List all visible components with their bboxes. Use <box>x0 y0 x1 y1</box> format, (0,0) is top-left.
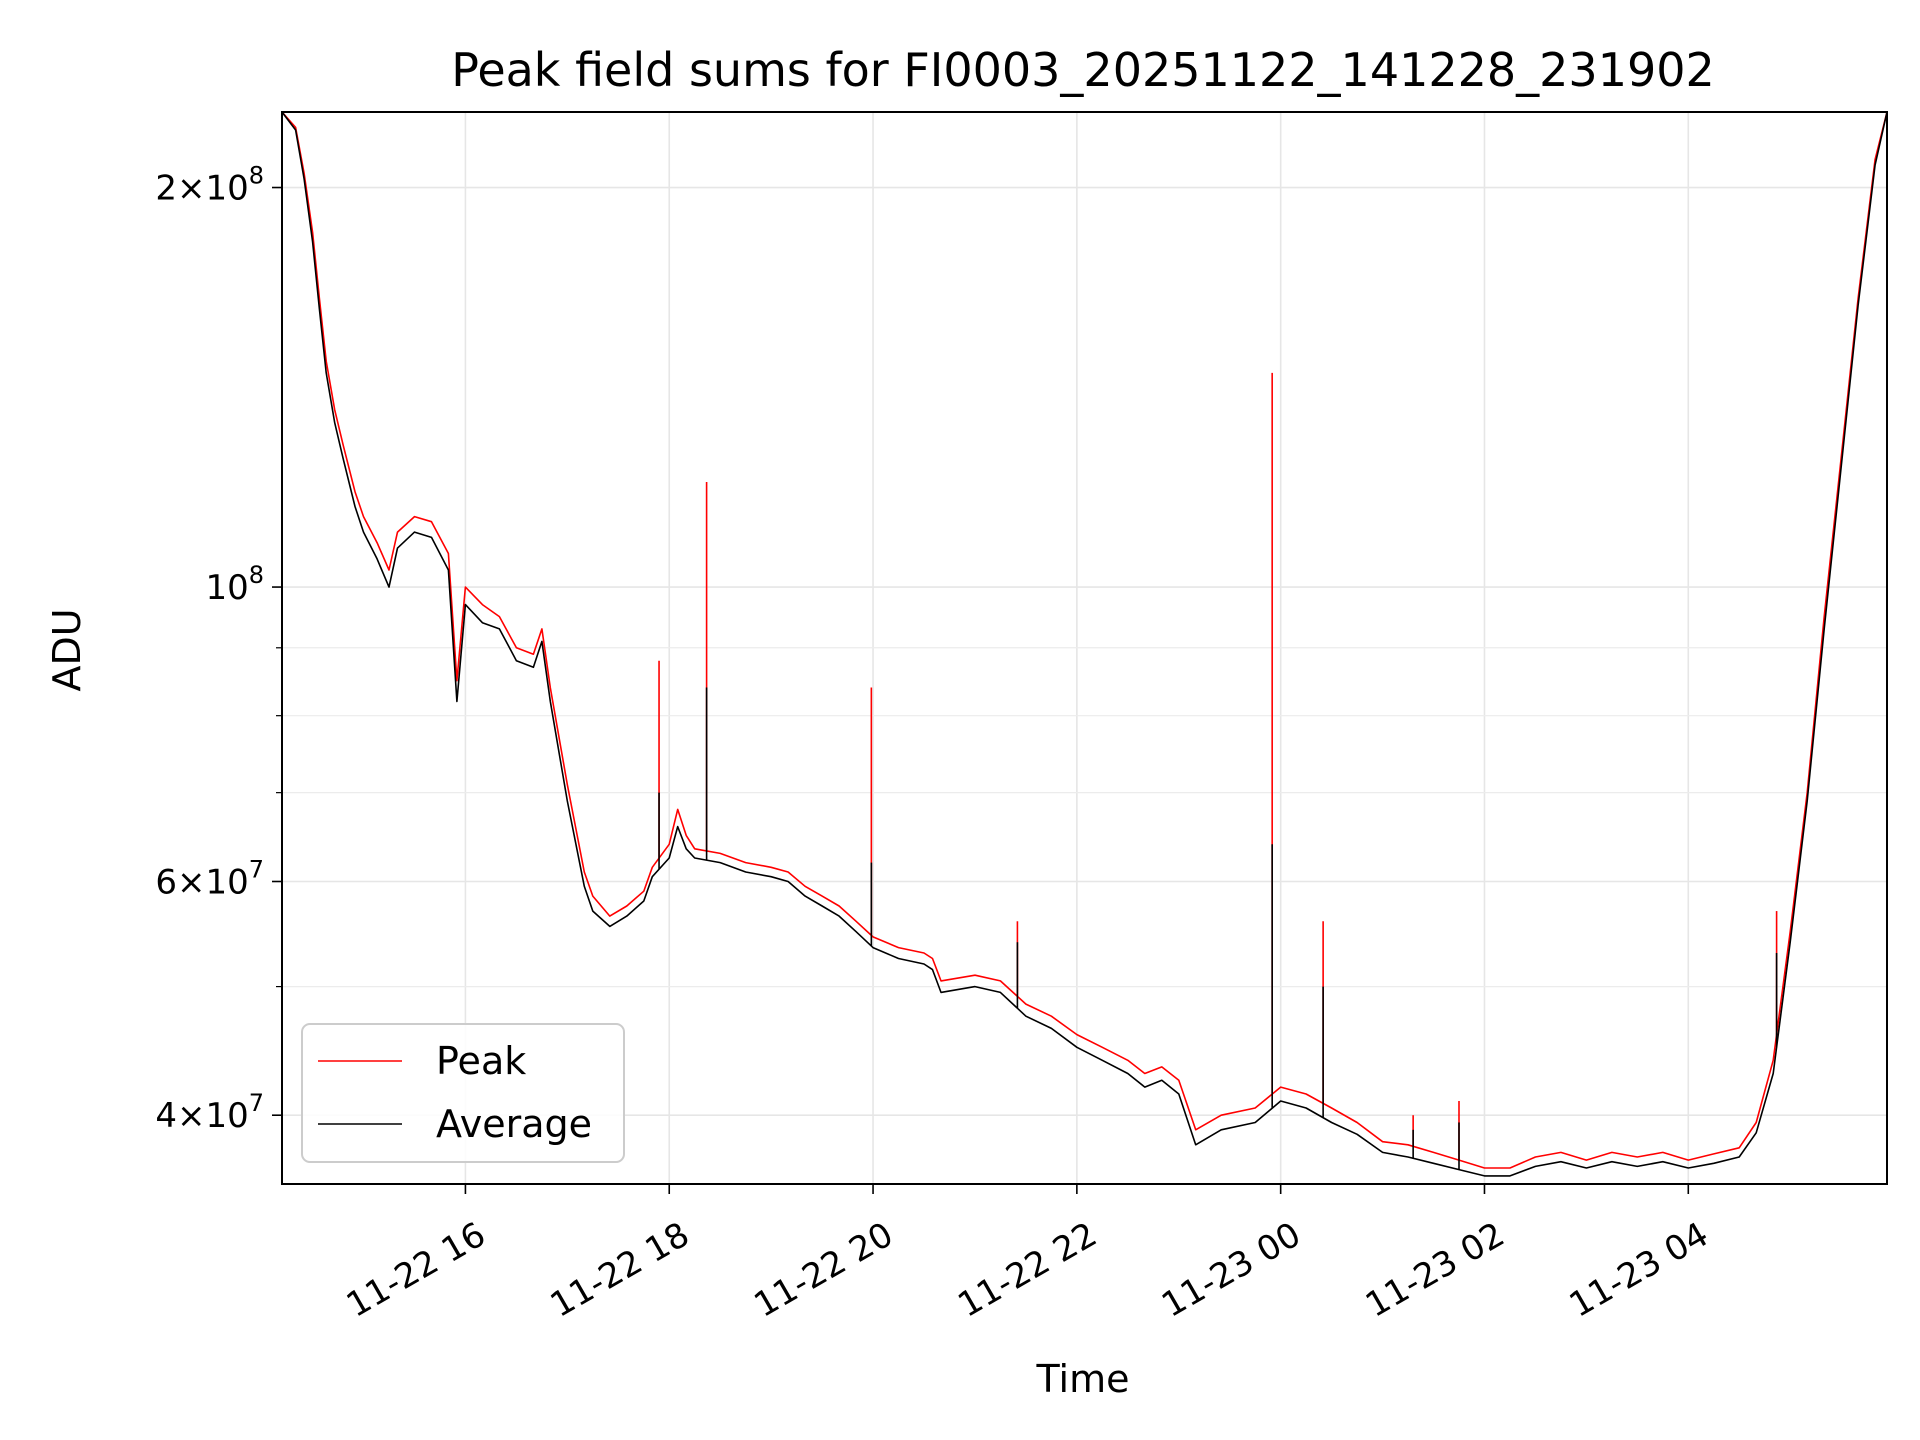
legend-box <box>301 1023 625 1163</box>
y-tick-label: 6×107 <box>155 855 264 902</box>
series-line-average <box>282 112 1887 1177</box>
x-axis-label: Time <box>1036 1357 1130 1401</box>
series-lines <box>282 112 1887 1177</box>
y-tick-label: 4×107 <box>155 1089 264 1136</box>
y-tick-label: 108 <box>205 561 264 608</box>
y-axis-label: ADU <box>45 608 89 691</box>
legend: Peak Average <box>301 1023 625 1163</box>
plot-area <box>282 112 1887 1177</box>
legend-label-average: Average <box>436 1102 592 1146</box>
chart-title: Peak field sums for FI0003_20251122_1412… <box>451 43 1715 97</box>
legend-label-peak: Peak <box>436 1039 526 1083</box>
y-tick-label: 2×108 <box>155 162 264 209</box>
series-line-peak <box>282 112 1887 1169</box>
y-axis-ticks: 4×107 6×107 108 2×108 <box>155 162 282 1136</box>
grid-lines <box>282 112 1887 1184</box>
